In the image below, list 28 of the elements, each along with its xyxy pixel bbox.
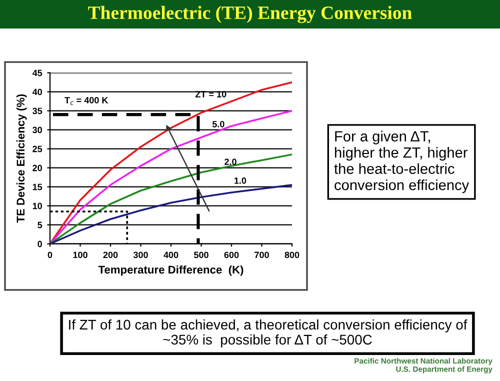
y-tick-label: 25 <box>32 146 42 152</box>
y-tick-label: 0 <box>38 240 42 248</box>
annotation: 5.0 <box>212 120 224 128</box>
y-tick-label: 35 <box>32 108 42 114</box>
x-tick-label: 600 <box>224 252 239 258</box>
x-tick-label: 400 <box>164 252 178 258</box>
y-tick-label: 15 <box>32 184 42 190</box>
annotation: 1.0 <box>234 177 246 184</box>
x-tick-label: 200 <box>103 252 118 258</box>
x-axis-title: Temperature Difference (K) <box>98 265 244 276</box>
x-tick-label: 700 <box>254 252 269 258</box>
y-tick-label: 5 <box>38 222 42 228</box>
y-tick-label: 10 <box>32 202 42 210</box>
x-tick-label: 800 <box>284 252 300 258</box>
x-tick-label: 0 <box>48 252 52 258</box>
y-tick-label: 20 <box>32 164 42 172</box>
text: For a given ΔT, higher the ZT, higher the heat-to-electric conversion efficiency <box>334 130 470 194</box>
x-tick-label: 300 <box>133 252 148 258</box>
annotation: 2.0 <box>224 158 236 166</box>
y-axis-title: TE Device Efficiency (%) <box>16 94 27 223</box>
y-tick-label: 40 <box>32 88 42 96</box>
y-tick-label: 45 <box>32 70 42 76</box>
y-tick-label: 30 <box>32 126 42 134</box>
text: If ZT of 10 can be achieved, a theoretical conversion efficiency of ~35% is possible for ΔT of ~500C <box>69 319 468 348</box>
x-tick-label: 500 <box>194 252 208 258</box>
chart-title: Thermoelectric (TE) Energy Conversion <box>88 6 412 24</box>
annotation: T$_{c}$ = 400 K <box>64 97 108 105</box>
x-tick-label: 100 <box>73 252 88 258</box>
